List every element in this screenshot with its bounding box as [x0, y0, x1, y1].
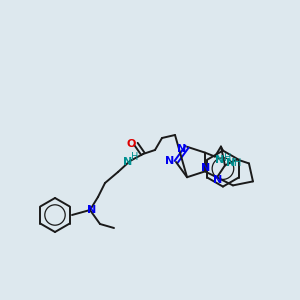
- Text: N: N: [215, 154, 225, 165]
- Text: O: O: [126, 139, 136, 149]
- Text: N: N: [226, 158, 236, 168]
- Text: H: H: [131, 152, 139, 162]
- Text: N: N: [177, 144, 187, 154]
- Text: N: N: [165, 156, 175, 166]
- Text: H: H: [224, 153, 232, 163]
- Text: N: N: [213, 176, 223, 185]
- Text: N: N: [201, 164, 211, 173]
- Text: N: N: [123, 157, 133, 167]
- Text: N: N: [87, 205, 97, 215]
- Text: H: H: [234, 158, 242, 168]
